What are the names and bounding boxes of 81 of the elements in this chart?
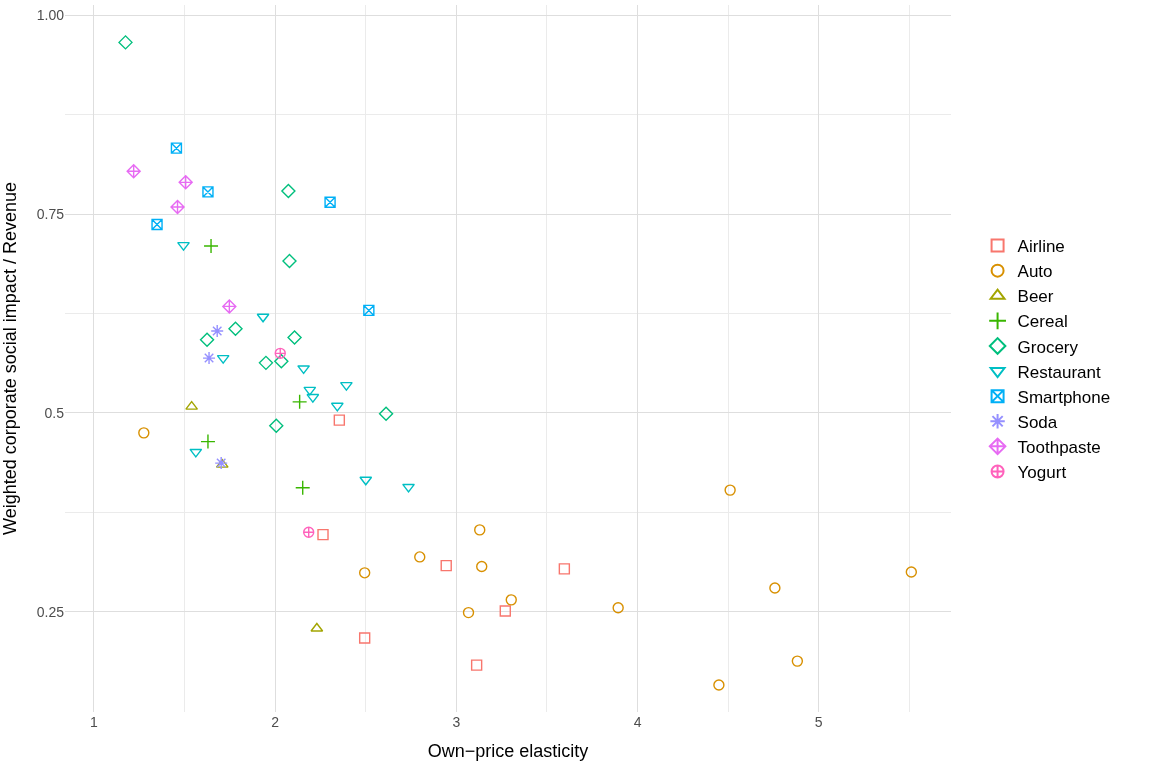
legend-label: Yogurt	[1017, 463, 1067, 483]
point	[505, 594, 517, 606]
point	[769, 582, 781, 594]
point	[317, 528, 329, 541]
point	[228, 321, 243, 336]
point	[177, 241, 190, 251]
point	[499, 605, 511, 617]
point	[178, 175, 193, 190]
point	[222, 299, 237, 314]
point	[558, 563, 571, 575]
point	[791, 655, 804, 667]
x-tick-label: 3	[452, 714, 461, 730]
point	[713, 679, 725, 691]
point	[118, 35, 133, 50]
point	[303, 386, 317, 396]
point	[256, 313, 270, 323]
point	[138, 427, 150, 439]
y-tick-label: 0.75	[36, 206, 65, 223]
point	[330, 402, 344, 412]
point	[476, 560, 488, 573]
legend-label: Airline	[1017, 237, 1065, 257]
point	[303, 526, 315, 538]
point	[189, 448, 203, 458]
point	[170, 142, 183, 154]
x-tick-label: 1	[90, 714, 99, 730]
x-tick-label: 2	[271, 714, 280, 730]
point	[126, 164, 141, 179]
point	[306, 393, 320, 403]
y-tick-label: 0.5	[44, 404, 65, 421]
point	[333, 414, 346, 426]
point	[378, 406, 394, 421]
point	[274, 354, 289, 369]
point	[474, 524, 486, 536]
point	[282, 253, 297, 269]
point	[199, 332, 215, 348]
x-tick-label: 5	[814, 714, 823, 730]
point	[358, 567, 371, 579]
point	[905, 566, 918, 578]
x-tick-label: 4	[633, 714, 642, 730]
point	[297, 365, 311, 375]
point	[202, 351, 216, 365]
point	[359, 476, 373, 486]
point	[281, 183, 296, 199]
point	[170, 199, 185, 215]
point	[287, 330, 302, 345]
y-axis-title: Weighted corporate social impact / Revenue	[0, 182, 20, 535]
y-tick-label: 1.00	[36, 7, 65, 24]
legend-label: Auto	[1017, 262, 1053, 282]
point	[151, 218, 163, 231]
point	[358, 632, 371, 644]
point	[210, 324, 224, 338]
point	[402, 483, 415, 493]
point	[202, 186, 214, 198]
point	[414, 551, 426, 563]
point	[363, 304, 375, 317]
legend-label: Grocery	[1017, 337, 1079, 357]
point	[612, 602, 624, 614]
point	[724, 484, 736, 496]
point	[258, 355, 274, 371]
point	[269, 418, 284, 433]
point	[203, 238, 219, 254]
legend-label: Beer	[1017, 287, 1054, 307]
point	[339, 381, 353, 391]
point	[440, 559, 452, 572]
point	[291, 394, 308, 410]
point	[295, 480, 311, 496]
point	[324, 196, 336, 208]
point	[185, 400, 199, 410]
point	[310, 622, 324, 632]
y-tick-label: 0.25	[36, 603, 65, 620]
point	[462, 606, 475, 619]
point	[200, 433, 216, 450]
legend-label: Soda	[1017, 412, 1058, 432]
legend-label: Smartphone	[1017, 387, 1111, 407]
legend-label: Toothpaste	[1017, 437, 1101, 457]
point	[216, 354, 230, 364]
legend-label: Cereal	[1017, 312, 1068, 332]
point	[274, 347, 286, 360]
legend-label: Restaurant	[1017, 362, 1102, 382]
x-axis-title: Own−price elasticity	[427, 741, 589, 762]
point	[470, 659, 483, 671]
